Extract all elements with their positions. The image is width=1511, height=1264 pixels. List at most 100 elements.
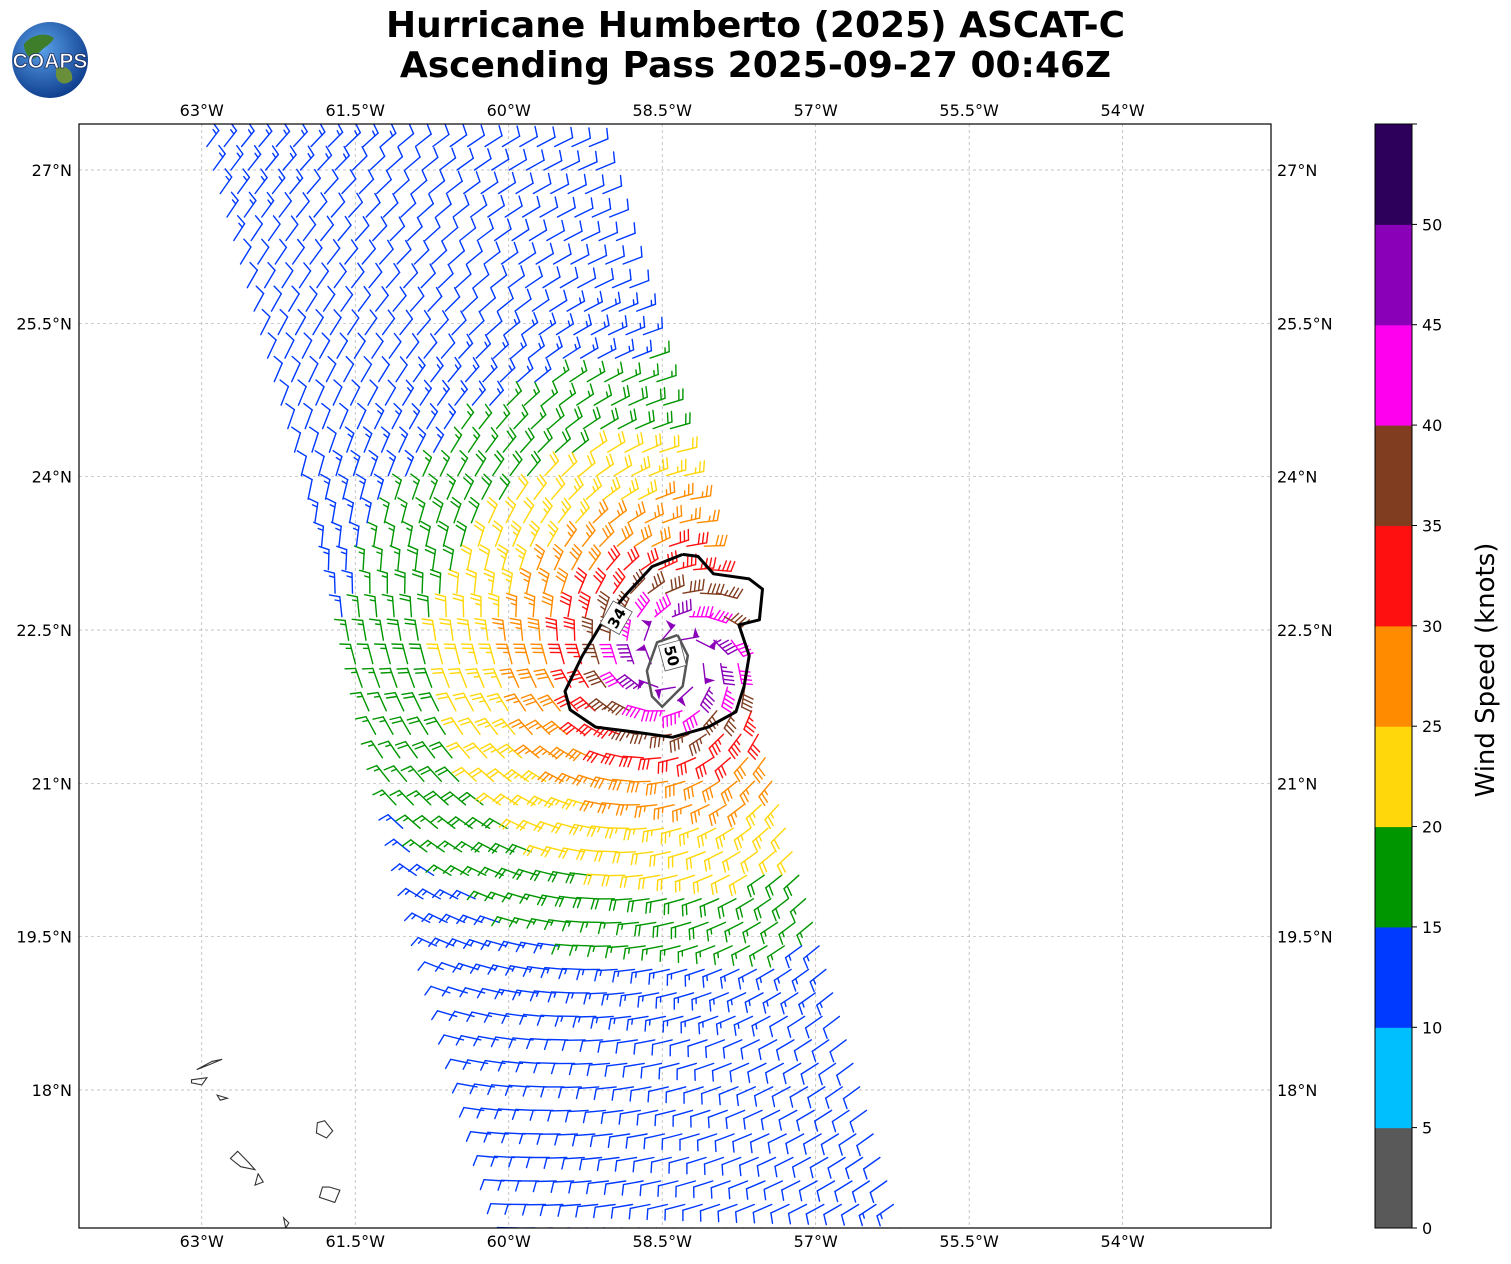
wind-barb xyxy=(565,406,583,430)
wind-barb xyxy=(649,340,670,359)
wind-barbs xyxy=(206,124,901,1228)
wind-barb xyxy=(469,194,488,218)
wind-barb xyxy=(419,520,431,547)
wind-barb xyxy=(685,851,706,871)
wind-barb xyxy=(438,913,466,924)
wind-barb xyxy=(528,219,548,242)
wind-barb xyxy=(481,817,508,829)
wind-barb xyxy=(663,388,684,406)
wind-barb xyxy=(604,827,630,839)
wind-barb xyxy=(834,1180,853,1203)
wind-barb xyxy=(432,124,450,148)
wind-barb xyxy=(536,126,556,148)
wind-barb xyxy=(495,643,513,665)
wind-barb xyxy=(452,692,474,712)
wind-barb xyxy=(618,1109,641,1125)
wind-barb xyxy=(703,534,728,547)
wind-barb xyxy=(765,1062,784,1084)
wind-barb xyxy=(320,215,334,242)
wind-barb xyxy=(655,992,677,1009)
wind-barb xyxy=(668,528,690,547)
wind-barb xyxy=(601,992,625,1006)
wind-barb xyxy=(682,1203,703,1222)
wind-barb xyxy=(473,148,492,171)
wind-barb xyxy=(508,148,528,171)
wind-barb xyxy=(604,361,624,383)
wind-barb xyxy=(600,407,619,430)
logo-text: COAPS xyxy=(13,50,88,73)
wind-barb xyxy=(814,1109,833,1132)
wind-barb xyxy=(638,874,661,890)
wind-barb xyxy=(560,150,581,171)
wind-barb xyxy=(838,1133,857,1156)
wind-barb xyxy=(440,333,456,359)
wind-barb xyxy=(386,146,404,171)
wind-barb xyxy=(537,428,553,453)
wind-barb xyxy=(618,755,644,768)
wind-barb xyxy=(429,741,453,759)
wind-barb xyxy=(733,1015,754,1037)
wind-barb xyxy=(690,804,710,825)
wind-barb xyxy=(778,1109,798,1131)
colorbar-tick-label: 10 xyxy=(1422,1018,1442,1037)
contour-50 xyxy=(645,633,690,708)
wind-barb xyxy=(718,1086,739,1106)
wind-barb xyxy=(648,457,669,477)
lat-tick-label-left: 27°N xyxy=(32,161,72,180)
wind-barb xyxy=(581,220,601,242)
wind-barb xyxy=(389,216,406,242)
wind-barb xyxy=(522,844,550,857)
wind-barb xyxy=(571,127,591,148)
wind-barb xyxy=(435,193,452,218)
wind-barb xyxy=(480,939,507,951)
wind-barb xyxy=(615,804,641,816)
wind-barb xyxy=(353,332,366,359)
lat-tick-label-left: 19.5°N xyxy=(16,928,72,947)
wind-barb xyxy=(699,583,725,595)
wind-barb xyxy=(626,898,650,913)
wind-barb xyxy=(463,939,490,949)
wind-barb xyxy=(402,379,414,406)
wind-barb xyxy=(451,310,467,336)
wind-barb xyxy=(623,827,647,841)
wind-barb xyxy=(600,1109,624,1125)
wind-barb xyxy=(688,733,707,757)
wind-barb xyxy=(401,692,422,712)
wind-barb xyxy=(491,148,510,171)
wind-barb xyxy=(717,1203,738,1223)
wind-barb xyxy=(521,312,539,336)
wind-barb xyxy=(374,643,391,665)
wind-barb xyxy=(809,968,827,993)
wind-barb xyxy=(770,1203,790,1225)
wind-barb xyxy=(339,643,357,665)
wind-barb xyxy=(293,124,308,148)
wind-barb xyxy=(752,1203,773,1224)
wind-barb xyxy=(356,643,374,665)
wind-barb xyxy=(789,898,807,923)
wind-barb xyxy=(452,593,465,618)
wind-barb xyxy=(484,891,511,902)
wind-barb xyxy=(484,124,503,148)
wind-barb xyxy=(395,356,408,383)
wind-barb xyxy=(515,1180,540,1192)
wind-barb xyxy=(475,334,492,359)
wind-barb xyxy=(314,450,325,477)
wind-barb xyxy=(488,592,500,618)
wind-barb xyxy=(454,380,468,406)
wind-barb xyxy=(541,592,554,618)
wind-barb xyxy=(500,241,519,265)
wind-barb xyxy=(428,937,455,947)
wind-barb xyxy=(579,921,605,933)
wind-barb xyxy=(544,451,560,477)
wind-barb xyxy=(534,358,552,383)
wind-barb xyxy=(291,355,301,383)
colorbar-segment xyxy=(1375,525,1412,627)
wind-barb xyxy=(317,145,333,171)
wind-barb xyxy=(316,262,329,289)
contour-label-50: 50 xyxy=(657,639,687,672)
wind-barb xyxy=(408,403,421,430)
wind-barb xyxy=(428,170,446,195)
wind-barb xyxy=(368,449,379,477)
wind-barb xyxy=(494,218,512,242)
wind-barb xyxy=(559,591,572,618)
